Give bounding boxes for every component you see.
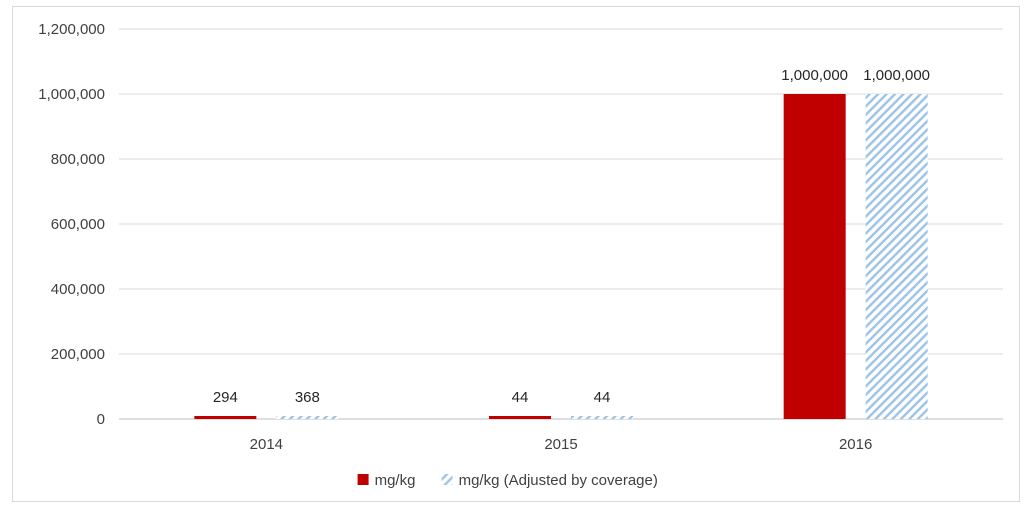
bar-mg-kg-adjusted: [571, 416, 633, 419]
x-tick-label: 2016: [839, 436, 872, 453]
y-tick-label: 800,000: [51, 151, 105, 168]
x-tick-label: 2014: [250, 436, 283, 453]
bar-mg-kg-adjusted: [276, 416, 339, 419]
data-label: 44: [512, 389, 529, 406]
bar-mg-kg: [783, 94, 846, 419]
y-tick-label: 600,000: [51, 216, 105, 233]
legend-label: mg/kg (Adjusted by coverage): [459, 472, 658, 489]
data-label: 44: [594, 389, 611, 406]
data-label: 294: [213, 389, 238, 406]
bar-mg-kg: [194, 416, 257, 419]
data-label: 1,000,000: [863, 67, 930, 84]
legend-swatch: [357, 474, 369, 485]
legend-label: mg/kg: [375, 472, 416, 489]
bar-mg-kg-adjusted: [865, 94, 928, 419]
data-label: 368: [295, 389, 320, 406]
y-tick-label: 200,000: [51, 346, 105, 363]
y-tick-label: 400,000: [51, 281, 105, 298]
bar-chart: 294 44 1,000,000 368 44 1,000,000 0 200,000 400…: [38, 21, 1003, 489]
bar-mg-kg: [489, 416, 551, 419]
data-label: 1,000,000: [781, 67, 848, 84]
chart-frame: 294 44 1,000,000 368 44 1,000,000 0 200,000 400…: [12, 6, 1020, 502]
legend-swatch: [441, 474, 453, 485]
x-tick-label: 2015: [544, 436, 577, 453]
y-tick-label: 0: [97, 411, 105, 428]
y-tick-label: 1,000,000: [38, 86, 105, 103]
y-tick-label: 1,200,000: [38, 21, 105, 38]
